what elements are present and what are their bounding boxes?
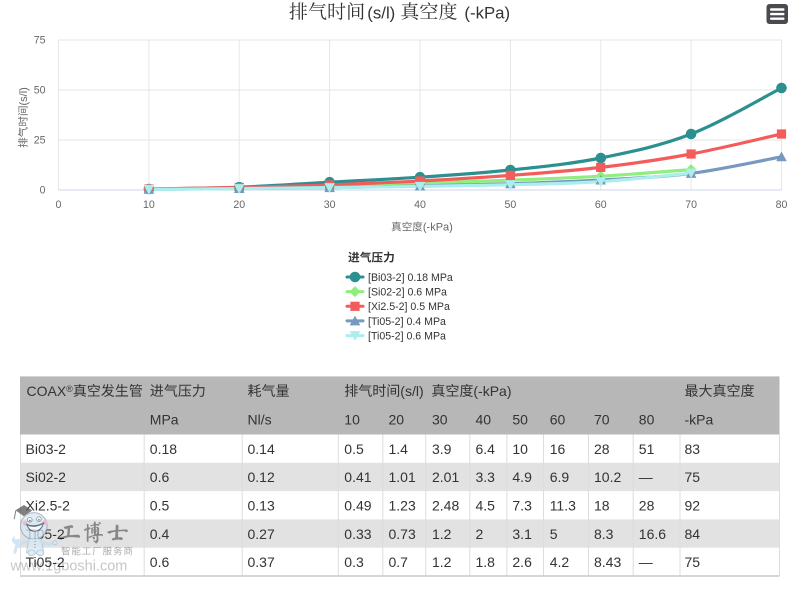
svg-text:0.3: 0.3: [344, 554, 364, 570]
svg-text:10: 10: [143, 199, 155, 211]
svg-text:8.3: 8.3: [594, 526, 614, 542]
svg-text:3.9: 3.9: [432, 441, 452, 457]
svg-text:[Ti05-2] 0.6 MPa: [Ti05-2] 0.6 MPa: [368, 330, 446, 342]
svg-text:[Ti05-2] 0.4 MPa: [Ti05-2] 0.4 MPa: [368, 316, 446, 328]
svg-text:0.5: 0.5: [344, 441, 364, 457]
svg-text:0: 0: [40, 185, 46, 197]
svg-text:6.9: 6.9: [550, 469, 570, 485]
svg-text:40: 40: [476, 411, 492, 427]
svg-text:10: 10: [512, 441, 528, 457]
svg-text:18: 18: [594, 498, 610, 514]
svg-text:75: 75: [685, 469, 701, 485]
svg-text:(s/l): (s/l): [367, 3, 395, 22]
svg-text:®: ®: [66, 384, 73, 394]
svg-text:0.12: 0.12: [248, 469, 275, 485]
svg-text:40: 40: [414, 199, 426, 211]
svg-text:30: 30: [432, 411, 448, 427]
svg-text:(-kPa): (-kPa): [423, 222, 453, 234]
svg-text:80: 80: [776, 199, 788, 211]
svg-text:1.8: 1.8: [476, 554, 496, 570]
svg-text:11.3: 11.3: [550, 498, 576, 514]
svg-text:Xi2.5-2: Xi2.5-2: [26, 498, 71, 514]
svg-text:Nl/s: Nl/s: [248, 411, 272, 427]
svg-text:Bi03-2: Bi03-2: [26, 441, 67, 457]
svg-text:-kPa: -kPa: [685, 411, 714, 427]
svg-text:(-kPa): (-kPa): [464, 3, 510, 22]
svg-text:3.1: 3.1: [512, 526, 532, 542]
svg-text:0.6: 0.6: [150, 554, 170, 570]
svg-text:75: 75: [34, 35, 46, 47]
svg-text:75: 75: [685, 554, 701, 570]
svg-text:0.7: 0.7: [389, 554, 409, 570]
svg-text:50: 50: [512, 411, 528, 427]
svg-text:20: 20: [389, 411, 405, 427]
svg-text:0.41: 0.41: [344, 469, 371, 485]
svg-text:16.6: 16.6: [639, 526, 666, 542]
svg-text:92: 92: [685, 498, 701, 514]
svg-text:0.33: 0.33: [344, 526, 371, 542]
svg-text:4.2: 4.2: [550, 554, 570, 570]
svg-text:(s/l): (s/l): [18, 87, 30, 105]
svg-text:4.9: 4.9: [512, 469, 532, 485]
svg-text:0.5: 0.5: [150, 498, 170, 514]
svg-text:—: —: [639, 554, 653, 570]
svg-text:28: 28: [639, 498, 655, 514]
svg-text:0.27: 0.27: [248, 526, 275, 542]
svg-text:8.43: 8.43: [594, 554, 621, 570]
svg-text:1.2: 1.2: [432, 526, 452, 542]
svg-text:84: 84: [685, 526, 701, 542]
svg-text:MPa: MPa: [150, 411, 179, 427]
svg-text:[Xi2.5-2] 0.5 MPa: [Xi2.5-2] 0.5 MPa: [368, 301, 450, 313]
svg-text:60: 60: [595, 199, 607, 211]
svg-text:83: 83: [685, 441, 701, 457]
svg-text:25: 25: [34, 135, 46, 147]
svg-text:(s/l): (s/l): [400, 383, 423, 399]
svg-text:16: 16: [550, 441, 566, 457]
svg-text:—: —: [639, 469, 653, 485]
svg-text:(-kPa): (-kPa): [473, 383, 511, 399]
svg-text:0.37: 0.37: [248, 554, 275, 570]
svg-text:3.3: 3.3: [476, 469, 496, 485]
svg-text:28: 28: [594, 441, 610, 457]
svg-text:50: 50: [504, 199, 516, 211]
svg-text:Ti05-2: Ti05-2: [26, 554, 65, 570]
svg-text:0.6: 0.6: [150, 469, 170, 485]
svg-text:0.49: 0.49: [344, 498, 371, 514]
svg-text:COAX: COAX: [27, 383, 67, 399]
svg-text:0.4: 0.4: [150, 526, 170, 542]
svg-text:1.2: 1.2: [432, 554, 452, 570]
svg-text:0.14: 0.14: [248, 441, 275, 457]
svg-text:51: 51: [639, 441, 655, 457]
svg-text:70: 70: [685, 199, 697, 211]
svg-text:1.23: 1.23: [389, 498, 416, 514]
svg-text:20: 20: [233, 199, 245, 211]
svg-text:4.5: 4.5: [476, 498, 496, 514]
svg-text:80: 80: [639, 411, 655, 427]
svg-text:5: 5: [550, 526, 558, 542]
svg-text:www.1gboshi.com: www.1gboshi.com: [10, 559, 128, 575]
svg-text:0: 0: [56, 199, 62, 211]
svg-text:1.4: 1.4: [389, 441, 409, 457]
svg-text:70: 70: [594, 411, 610, 427]
svg-text:[Si02-2] 0.6 MPa: [Si02-2] 0.6 MPa: [368, 286, 447, 298]
svg-text:30: 30: [324, 199, 336, 211]
svg-text:2: 2: [476, 526, 484, 542]
svg-text:2.01: 2.01: [432, 469, 459, 485]
svg-text:7.3: 7.3: [512, 498, 532, 514]
svg-text:0.73: 0.73: [389, 526, 416, 542]
svg-text:10.2: 10.2: [594, 469, 621, 485]
svg-text:1.01: 1.01: [389, 469, 416, 485]
svg-text:[Bi03-2] 0.18 MPa: [Bi03-2] 0.18 MPa: [368, 272, 453, 284]
svg-text:0.13: 0.13: [248, 498, 275, 514]
svg-text:10: 10: [344, 411, 360, 427]
svg-text:0.18: 0.18: [150, 441, 177, 457]
svg-text:2.48: 2.48: [432, 498, 459, 514]
svg-text:6.4: 6.4: [476, 441, 496, 457]
svg-text:2.6: 2.6: [512, 554, 532, 570]
svg-text:50: 50: [34, 85, 46, 97]
svg-text:Si02-2: Si02-2: [26, 469, 67, 485]
svg-text:60: 60: [550, 411, 566, 427]
